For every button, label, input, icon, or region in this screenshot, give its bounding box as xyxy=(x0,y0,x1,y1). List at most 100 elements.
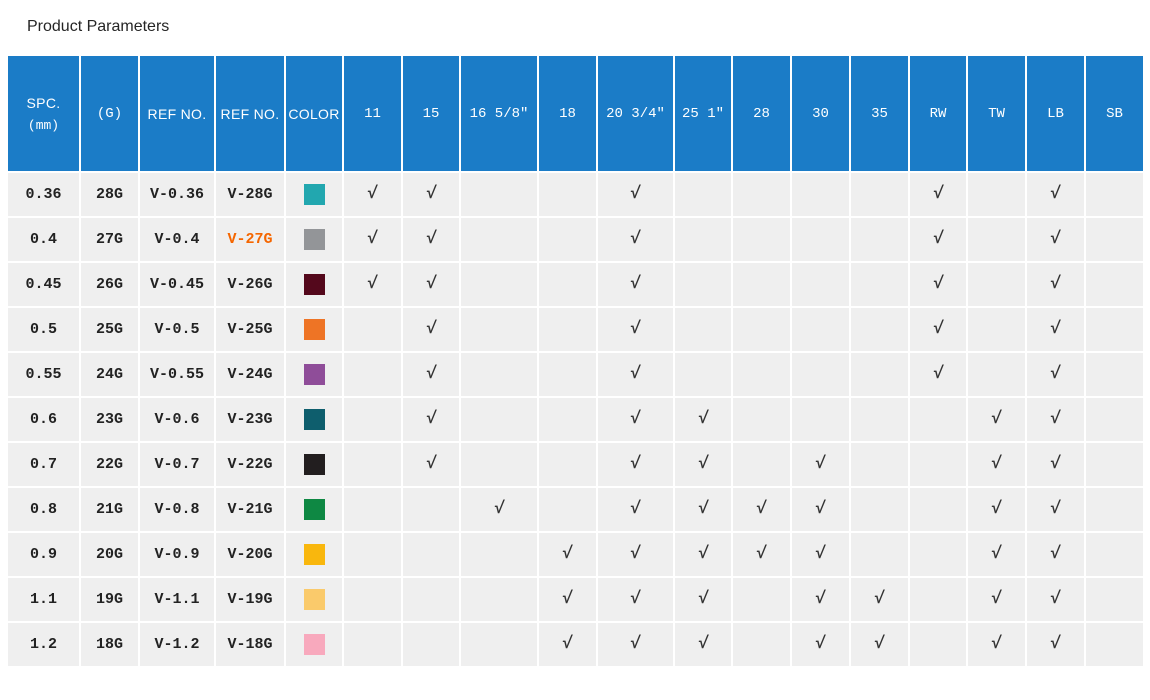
cell-35 xyxy=(851,443,908,486)
cell-g: 21G xyxy=(81,488,138,531)
cell-15 xyxy=(403,578,459,621)
cell-sb xyxy=(1086,623,1143,666)
cell-18 xyxy=(539,173,596,216)
cell-sb xyxy=(1086,173,1143,216)
cell-28 xyxy=(733,263,790,306)
check-icon: √ xyxy=(424,320,438,339)
cell-11 xyxy=(344,443,401,486)
cell-35 xyxy=(851,488,908,531)
cell-18 xyxy=(539,263,596,306)
cell-text-ref2: V-19G xyxy=(227,591,273,608)
column-header-label: 28 xyxy=(753,105,770,122)
cell-text-spc: 0.4 xyxy=(29,231,57,248)
cell-text-spc: 1.2 xyxy=(29,636,57,653)
page-title: Product Parameters xyxy=(27,18,170,35)
cell-text-ref2: V-23G xyxy=(227,411,273,428)
cell-ref1: V-0.9 xyxy=(140,533,214,576)
cell-16 xyxy=(461,578,537,621)
color-swatch xyxy=(303,364,325,385)
check-icon: √ xyxy=(366,185,379,204)
cell-tw: √ xyxy=(968,443,1025,486)
cell-28: √ xyxy=(733,488,790,531)
cell-text-spc: 0.45 xyxy=(25,276,62,293)
cell-text-ref1: V-1.1 xyxy=(154,591,200,608)
color-swatch xyxy=(303,544,325,565)
cell-tw: √ xyxy=(968,623,1025,666)
column-header-g: (G) xyxy=(81,56,138,171)
cell-20: √ xyxy=(598,488,673,531)
cell-15: √ xyxy=(403,173,459,216)
cell-18 xyxy=(539,218,596,261)
cell-text-ref1: V-0.6 xyxy=(154,411,200,428)
cell-text-spc: 0.36 xyxy=(25,186,62,203)
cell-text-g: 21G xyxy=(95,501,123,518)
check-icon: √ xyxy=(814,455,827,474)
check-icon: √ xyxy=(814,635,827,654)
cell-spc: 0.9 xyxy=(8,533,79,576)
cell-color xyxy=(286,533,342,576)
cell-18 xyxy=(539,488,596,531)
cell-g: 19G xyxy=(81,578,138,621)
cell-18 xyxy=(539,308,596,351)
cell-28 xyxy=(733,398,790,441)
cell-25: √ xyxy=(675,488,731,531)
cell-g: 18G xyxy=(81,623,138,666)
color-swatch xyxy=(303,319,325,340)
cell-color xyxy=(286,398,342,441)
cell-text-ref1: V-0.45 xyxy=(149,276,204,293)
cell-rw: √ xyxy=(910,173,966,216)
cell-text-ref2: V-26G xyxy=(227,276,273,293)
cell-rw xyxy=(910,623,966,666)
cell-16 xyxy=(461,353,537,396)
cell-35 xyxy=(851,308,908,351)
cell-sb xyxy=(1086,578,1143,621)
cell-text-g: 18G xyxy=(95,636,123,653)
cell-28: √ xyxy=(733,533,790,576)
check-icon: √ xyxy=(990,590,1003,609)
cell-color xyxy=(286,443,342,486)
cell-16 xyxy=(461,443,537,486)
cell-28 xyxy=(733,623,790,666)
cell-text-ref2: V-20G xyxy=(227,546,273,563)
column-header-18: 18 xyxy=(539,56,596,171)
cell-tw xyxy=(968,218,1025,261)
cell-text-ref1: V-1.2 xyxy=(154,636,200,653)
cell-ref1: V-0.5 xyxy=(140,308,214,351)
cell-text-g: 25G xyxy=(95,321,123,338)
column-header-label: SB xyxy=(1106,105,1123,122)
column-header-sublabel: (mm) xyxy=(27,117,60,133)
cell-color xyxy=(286,173,342,216)
cell-g: 25G xyxy=(81,308,138,351)
cell-text-spc: 0.7 xyxy=(29,456,57,473)
cell-ref1: V-0.4 xyxy=(140,218,214,261)
cell-18: √ xyxy=(539,533,596,576)
check-icon: √ xyxy=(629,365,642,384)
cell-text-ref2: V-24G xyxy=(227,366,273,383)
cell-tw: √ xyxy=(968,488,1025,531)
cell-18 xyxy=(539,443,596,486)
cell-rw xyxy=(910,533,966,576)
check-icon: √ xyxy=(629,590,642,609)
cell-16 xyxy=(461,308,537,351)
cell-spc: 1.1 xyxy=(8,578,79,621)
cell-g: 23G xyxy=(81,398,138,441)
cell-rw xyxy=(910,398,966,441)
cell-30 xyxy=(792,173,849,216)
product-parameters-table: SPC. (mm) (G) REF NO. REF NO. COLOR 11 15 16 5/8… xyxy=(8,56,1143,666)
cell-ref1: V-0.8 xyxy=(140,488,214,531)
cell-tw: √ xyxy=(968,398,1025,441)
cell-20: √ xyxy=(598,353,673,396)
cell-20: √ xyxy=(598,308,673,351)
cell-text-ref1: V-0.4 xyxy=(154,231,200,248)
check-icon: √ xyxy=(629,455,642,474)
check-icon: √ xyxy=(1049,635,1062,654)
cell-35 xyxy=(851,533,908,576)
cell-11 xyxy=(344,398,401,441)
cell-15: √ xyxy=(403,443,459,486)
column-header-label: COLOR xyxy=(288,105,340,122)
cell-ref2: V-24G xyxy=(216,353,284,396)
column-header-lb: LB xyxy=(1027,56,1084,171)
check-icon: √ xyxy=(990,455,1003,474)
cell-11: √ xyxy=(344,218,401,261)
cell-lb: √ xyxy=(1027,623,1084,666)
